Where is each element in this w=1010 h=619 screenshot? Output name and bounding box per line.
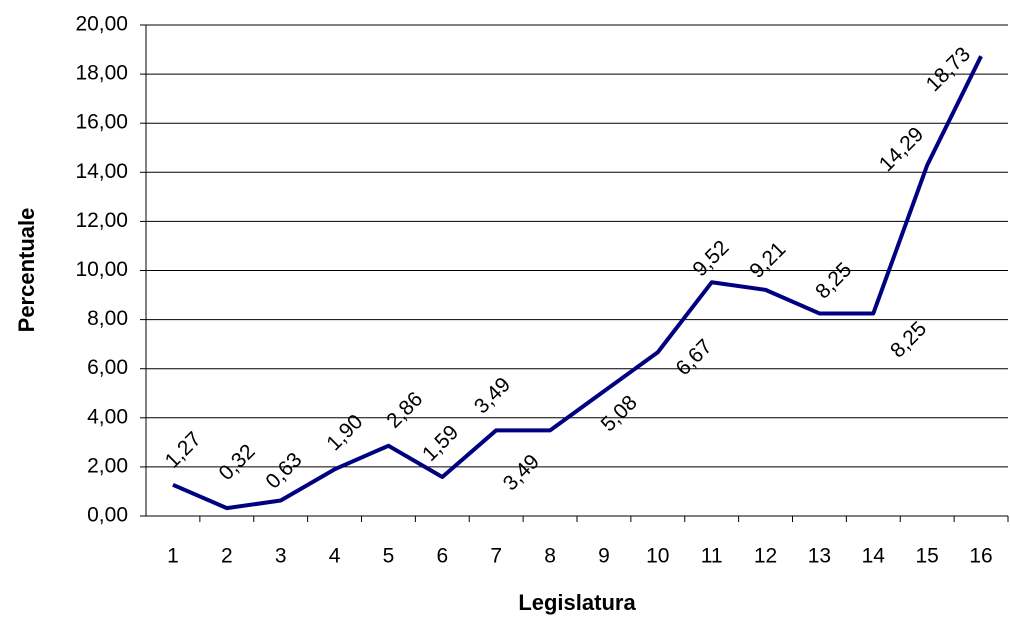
data-label: 0,32	[215, 440, 260, 485]
y-tick-label: 20,00	[75, 13, 128, 36]
x-tick-label: 16	[969, 545, 992, 568]
y-axis-title: Percentuale	[14, 208, 39, 333]
data-label: 0,63	[261, 448, 306, 493]
y-tick-label: 10,00	[75, 258, 128, 281]
x-tick-label: 2	[221, 545, 233, 568]
y-tick-label: 4,00	[87, 405, 128, 428]
data-label: 3,49	[470, 373, 515, 418]
x-tick-label: 11	[701, 545, 723, 568]
x-tick-label: 9	[598, 545, 610, 568]
data-line	[172, 55, 983, 511]
data-label: 9,21	[745, 238, 790, 283]
data-label: 8,25	[886, 317, 931, 362]
data-label: 14,29	[875, 123, 928, 176]
x-tick-label: 5	[383, 545, 395, 568]
data-label: 8,25	[811, 258, 856, 303]
y-tick-label: 14,00	[75, 160, 128, 183]
x-tick-label: 14	[862, 545, 886, 568]
y-tick-label: 0,00	[87, 504, 128, 527]
y-tick-label: 16,00	[75, 111, 128, 134]
data-label: 1,90	[322, 410, 367, 455]
x-tick-label: 15	[916, 545, 939, 568]
x-tick-label: 8	[544, 545, 556, 568]
y-tick-label: 18,00	[75, 62, 128, 85]
data-label: 6,67	[672, 335, 717, 380]
x-tick-label: 12	[754, 545, 777, 568]
x-tick-label: 13	[808, 545, 831, 568]
x-tick-label: 7	[490, 545, 502, 568]
data-label: 1,27	[161, 428, 206, 473]
x-tick-label: 6	[436, 545, 448, 568]
x-tick-label: 1	[167, 545, 179, 568]
x-tick-label: 3	[275, 545, 287, 568]
y-tick-label: 2,00	[87, 454, 128, 477]
x-axis-title: Legislatura	[518, 590, 636, 615]
y-tick-label: 6,00	[87, 356, 128, 379]
x-tick-label: 4	[329, 545, 341, 568]
data-label: 5,08	[597, 391, 642, 436]
y-tick-label: 8,00	[87, 307, 128, 330]
data-label: 2,86	[382, 388, 427, 433]
data-label: 3,49	[499, 450, 544, 495]
data-label: 1,59	[418, 421, 463, 466]
data-label: 9,52	[688, 236, 733, 281]
y-tick-label: 12,00	[75, 209, 128, 232]
x-tick-label: 10	[646, 545, 669, 568]
